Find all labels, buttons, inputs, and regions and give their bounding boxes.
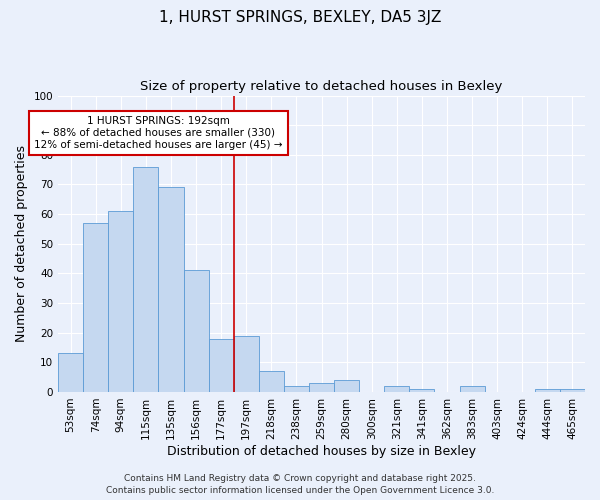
Bar bbox=[535, 389, 560, 392]
Text: Contains HM Land Registry data © Crown copyright and database right 2025.
Contai: Contains HM Land Registry data © Crown c… bbox=[106, 474, 494, 495]
Bar bbox=[184, 270, 209, 392]
Bar bbox=[108, 211, 133, 392]
Bar bbox=[309, 383, 334, 392]
Y-axis label: Number of detached properties: Number of detached properties bbox=[15, 146, 28, 342]
X-axis label: Distribution of detached houses by size in Bexley: Distribution of detached houses by size … bbox=[167, 444, 476, 458]
Text: 1 HURST SPRINGS: 192sqm
← 88% of detached houses are smaller (330)
12% of semi-d: 1 HURST SPRINGS: 192sqm ← 88% of detache… bbox=[34, 116, 283, 150]
Bar bbox=[284, 386, 309, 392]
Bar bbox=[83, 223, 108, 392]
Bar bbox=[58, 354, 83, 392]
Bar bbox=[158, 188, 184, 392]
Bar bbox=[384, 386, 409, 392]
Bar bbox=[133, 166, 158, 392]
Bar bbox=[259, 371, 284, 392]
Text: 1, HURST SPRINGS, BEXLEY, DA5 3JZ: 1, HURST SPRINGS, BEXLEY, DA5 3JZ bbox=[159, 10, 441, 25]
Bar bbox=[334, 380, 359, 392]
Bar bbox=[409, 389, 434, 392]
Bar bbox=[209, 338, 233, 392]
Bar bbox=[233, 336, 259, 392]
Title: Size of property relative to detached houses in Bexley: Size of property relative to detached ho… bbox=[140, 80, 503, 93]
Bar bbox=[460, 386, 485, 392]
Bar bbox=[560, 389, 585, 392]
